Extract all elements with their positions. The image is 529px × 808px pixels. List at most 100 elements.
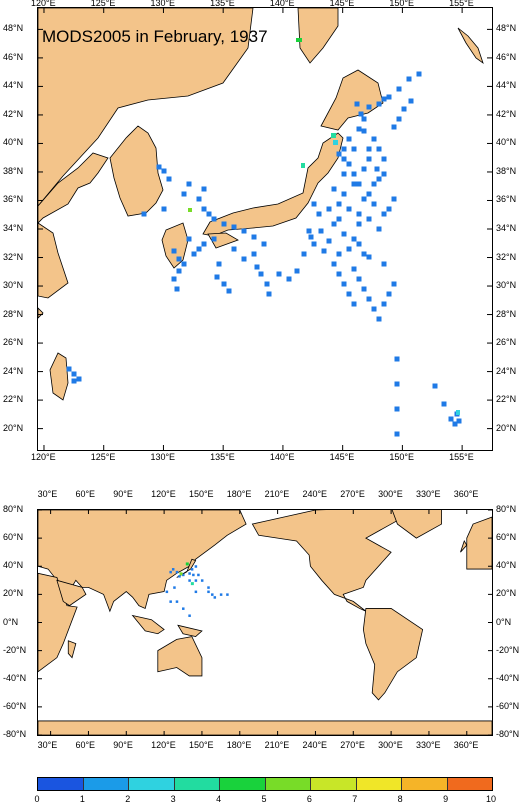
- world-lat-label: 40°N: [3, 560, 24, 571]
- landmass-hokkaido: [320, 69, 384, 131]
- colorbar-label: 0: [34, 794, 40, 804]
- observation-cell: [401, 106, 407, 112]
- lon-label: 135°E: [210, 0, 235, 8]
- observation-cell: [366, 104, 372, 110]
- landmass-uk: [460, 539, 468, 553]
- observation-cell: [206, 211, 212, 217]
- world-lat-label: 80°N: [496, 504, 517, 514]
- lon-label: 130°E: [150, 452, 176, 462]
- observation-cell: [351, 266, 357, 272]
- observation-cell: [141, 211, 147, 217]
- world-lon-label: 120°E: [151, 489, 176, 499]
- world-lon-label: 300°E: [378, 740, 403, 750]
- world-observation-cell: [213, 596, 217, 599]
- observation-cell: [371, 136, 377, 142]
- observation-cell: [386, 291, 392, 297]
- observation-cell: [186, 181, 192, 187]
- landmass-indonesia: [131, 614, 165, 635]
- observation-cell: [351, 181, 357, 187]
- colorbar-label: 5: [261, 794, 267, 804]
- colorbar-segment: [402, 778, 448, 790]
- observation-cell: [341, 281, 347, 287]
- world-lat-label: 0°N: [496, 616, 512, 627]
- lat-label: 20°N: [3, 422, 24, 433]
- observation-cell: [266, 291, 272, 297]
- observation-cell: [161, 206, 167, 212]
- world-lon-label: 180°E: [226, 740, 252, 750]
- observation-cell: [394, 356, 400, 362]
- observation-cell: [254, 264, 260, 270]
- observation-cell: [376, 146, 382, 152]
- observation-cell: [346, 291, 352, 297]
- observation-cell-high: [301, 163, 305, 168]
- observation-cell: [191, 251, 197, 257]
- lat-label: 36°N: [3, 194, 24, 205]
- observation-cell: [174, 286, 180, 292]
- observation-cell: [376, 176, 382, 182]
- landmass-europe-wrap: [466, 516, 492, 570]
- observation-cell: [394, 431, 400, 437]
- colorbar-label: 7: [352, 794, 358, 804]
- world-lat-label: -80°N: [496, 729, 520, 739]
- observation-cell: [408, 98, 414, 104]
- observation-cell-high: [333, 140, 338, 145]
- world-observation-cell: [175, 570, 179, 574]
- landmass-asia-north: [38, 8, 254, 207]
- lat-label: 42°N: [3, 108, 24, 119]
- world-observation-cell: [194, 579, 198, 582]
- colorbar-segment: [220, 778, 266, 790]
- world-lat-label: -60°N: [496, 700, 520, 711]
- observation-cell: [181, 261, 187, 267]
- lon-label: 135°E: [210, 452, 235, 462]
- observation-cell: [356, 221, 362, 227]
- observation-cell: [354, 101, 360, 107]
- observation-cell: [396, 86, 402, 92]
- colorbar-label: 4: [216, 794, 222, 804]
- observation-cell: [361, 166, 367, 172]
- landmass-china-east: [38, 222, 69, 299]
- observation-cell: [201, 206, 207, 212]
- observation-cell: [452, 421, 458, 427]
- world-observation-cell: [173, 586, 176, 589]
- lon-label: 145°E: [329, 452, 355, 462]
- observation-cell: [321, 248, 327, 254]
- observation-cell: [376, 316, 382, 322]
- lat-label: 38°N: [3, 165, 24, 176]
- colorbar-label: 6: [306, 794, 312, 804]
- observation-cell: [318, 228, 324, 234]
- colorbar-label: 9: [443, 794, 449, 804]
- landmass-china-south: [38, 307, 44, 319]
- world-observation-cell: [165, 590, 169, 594]
- world-observation-cell: [188, 579, 191, 582]
- observation-cell: [396, 116, 402, 122]
- observation-cell: [331, 261, 337, 267]
- landmass-kyushu: [161, 222, 189, 269]
- colorbar-label: 10: [485, 794, 497, 804]
- observation-cell: [336, 201, 342, 207]
- lon-label: 140°E: [269, 452, 295, 462]
- world-lat-label: -40°N: [496, 672, 520, 683]
- world-observation-cell: [190, 568, 194, 571]
- observation-cell: [356, 211, 362, 217]
- observation-cell: [261, 241, 267, 247]
- world-lon-label: 240°E: [302, 740, 328, 750]
- colorbar-segment: [447, 778, 492, 790]
- observation-cell: [336, 151, 342, 157]
- world-map-canvas: [38, 510, 492, 735]
- observation-cell: [286, 276, 292, 282]
- observation-cell: [341, 146, 347, 152]
- lat-label: 30°N: [3, 280, 24, 291]
- lat-label: 46°N: [496, 51, 517, 62]
- lon-label: 155°E: [449, 452, 474, 462]
- lat-label: 26°N: [496, 337, 517, 348]
- observation-cell: [196, 246, 202, 252]
- observation-cell: [356, 276, 362, 282]
- observation-cell: [371, 306, 377, 312]
- world-lon-label: 120°E: [151, 740, 176, 750]
- landmass-china-coast: [38, 152, 109, 224]
- lat-label: 36°N: [496, 194, 517, 205]
- observation-cell: [351, 171, 357, 177]
- observation-cell: [371, 181, 377, 187]
- lon-label: 130°E: [150, 0, 176, 8]
- observation-cell-high: [456, 410, 460, 415]
